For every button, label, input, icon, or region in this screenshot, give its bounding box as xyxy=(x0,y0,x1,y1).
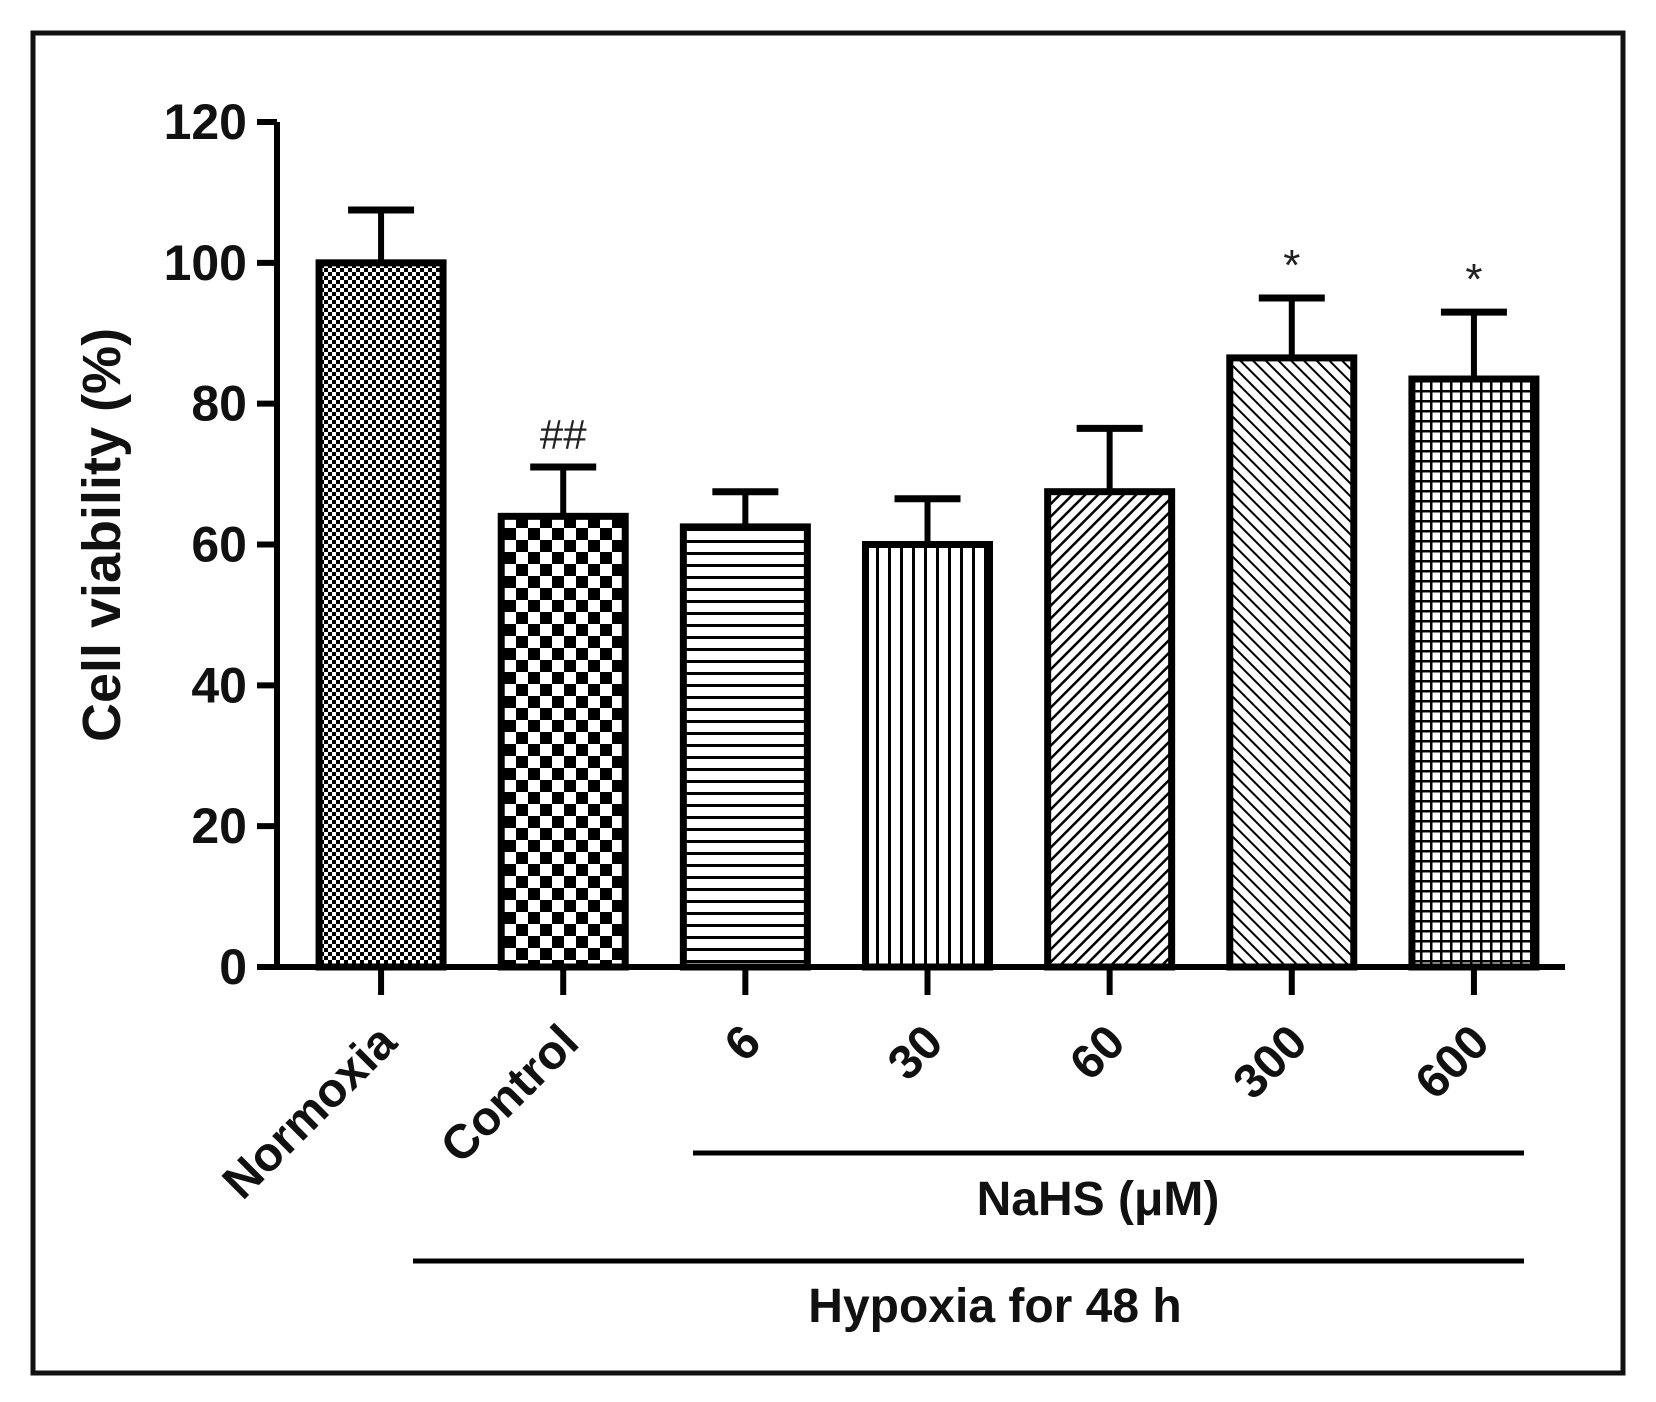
figure-frame xyxy=(30,30,1626,1376)
y-tick-label: 100 xyxy=(164,235,247,291)
y-axis-label: Cell viability (%) xyxy=(72,328,132,742)
y-tick-label: 120 xyxy=(164,94,247,150)
y-tick-label: 60 xyxy=(191,517,247,573)
y-tick-label: 0 xyxy=(219,939,247,995)
bar-normoxia xyxy=(315,259,447,971)
y-tick-label: 40 xyxy=(191,657,247,713)
hypoxia-group-label: Hypoxia for 48 h xyxy=(808,1280,1181,1333)
y-tick-label: 20 xyxy=(191,798,247,854)
nahs-group-label: NaHS (μM) xyxy=(977,1173,1220,1226)
bar-300 xyxy=(1226,354,1358,971)
bar-600 xyxy=(1408,375,1540,971)
bar-30 xyxy=(862,541,993,971)
bar-6 xyxy=(679,523,811,971)
bar-60 xyxy=(1044,488,1176,971)
significance-label: ## xyxy=(540,411,587,458)
significance-label: * xyxy=(1283,241,1300,290)
bars: ## * * xyxy=(315,206,1540,971)
significance-label: * xyxy=(1465,255,1482,304)
y-tick-label: 80 xyxy=(191,376,247,432)
bar-control xyxy=(497,512,629,971)
y-ticks: 0 20 40 60 80 100 120 xyxy=(164,94,277,995)
